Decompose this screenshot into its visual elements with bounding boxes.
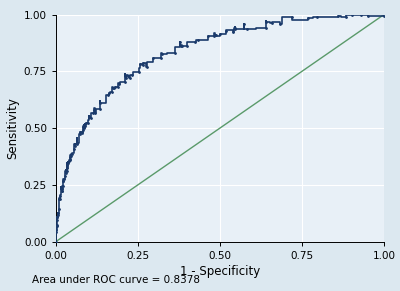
Y-axis label: Sensitivity: Sensitivity: [7, 97, 20, 159]
Text: Area under ROC curve = 0.8378: Area under ROC curve = 0.8378: [32, 275, 200, 285]
X-axis label: 1 - Specificity: 1 - Specificity: [180, 265, 260, 278]
